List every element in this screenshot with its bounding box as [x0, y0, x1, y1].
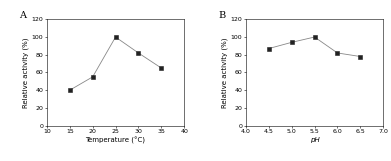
- Y-axis label: Relative activity (%): Relative activity (%): [22, 37, 29, 108]
- X-axis label: pH: pH: [310, 137, 319, 143]
- Text: A: A: [20, 11, 27, 20]
- Text: B: B: [219, 11, 226, 20]
- X-axis label: Temperature (°C): Temperature (°C): [86, 137, 145, 144]
- Y-axis label: Relative activity (%): Relative activity (%): [221, 37, 228, 108]
